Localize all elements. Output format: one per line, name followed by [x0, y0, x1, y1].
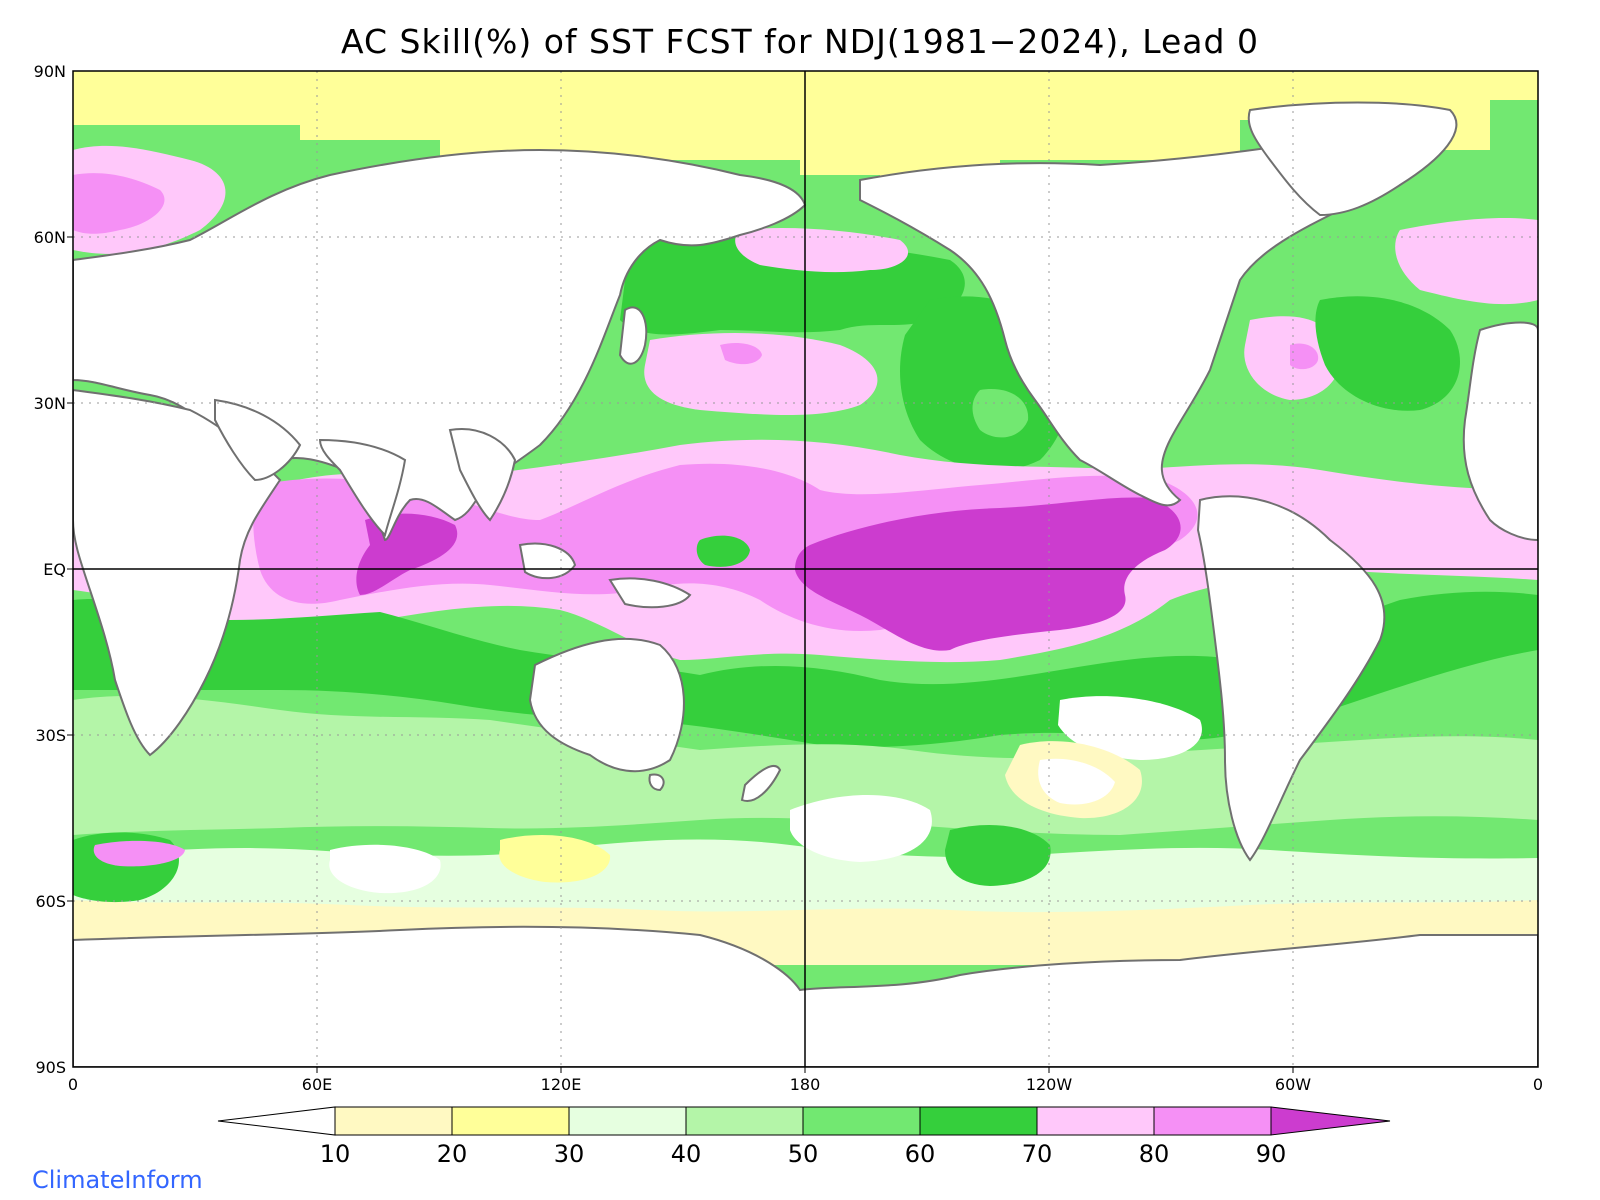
lon-label: 0 [68, 1075, 78, 1094]
eq-pacific-green-tongue [696, 535, 750, 567]
colorbar-bin [568, 1106, 687, 1136]
south-pacific-white-2 [1038, 758, 1115, 805]
new-guinea-land [608, 577, 692, 609]
colorbar-label: 10 [320, 1140, 351, 1168]
lat-label: 30S [35, 726, 66, 745]
lon-label: 60W [1275, 1075, 1311, 1094]
greenland-land [1247, 101, 1458, 217]
lon-labels: 0 60E 120E 180 120W 60W 0 [68, 1075, 1543, 1094]
so-magenta-patch [93, 840, 185, 867]
colorbar-label: 50 [788, 1140, 819, 1168]
map-title: AC Skill(%) of SST FCST for NDJ(1981−202… [341, 22, 1259, 61]
lat-label: 30N [34, 394, 66, 413]
lon-label: 120W [1026, 1075, 1073, 1094]
europe-west-land [1462, 321, 1538, 542]
eq-pacific-max [795, 497, 1181, 651]
skill-field [73, 71, 1538, 1067]
lon-label: 60E [302, 1075, 332, 1094]
north-america-land [859, 138, 1359, 507]
south-america-land [1196, 495, 1386, 862]
credit-text: ClimateInform [32, 1166, 203, 1194]
lat-label: 60S [35, 892, 66, 911]
subpolar-atlantic-80 [1395, 218, 1538, 305]
colorbar-label: 70 [1022, 1140, 1053, 1168]
colorbar-bin [334, 1106, 453, 1136]
lat-label: 90S [35, 1058, 66, 1077]
japan-land [618, 306, 648, 365]
se-asia-land [448, 428, 517, 522]
ne-pacific-inner-60 [972, 389, 1029, 438]
arabia-land [214, 398, 302, 482]
colorbar-high-arrow [1270, 1106, 1391, 1136]
south-pacific-white-1 [1058, 696, 1202, 760]
colorbar-label: 90 [1256, 1140, 1287, 1168]
indian-ocean-max [356, 513, 458, 595]
atlantic-pink-dot [1290, 343, 1319, 370]
norwegian-sea-90 [73, 173, 165, 234]
lat-label: 90N [34, 62, 66, 81]
colorbar-labels: 10 20 30 40 50 60 70 80 90 [320, 1140, 1287, 1168]
colorbar-bin [1153, 1106, 1272, 1136]
lon-label: 120E [541, 1075, 582, 1094]
colorbar-label: 40 [671, 1140, 702, 1168]
n-atlantic-70 [1315, 296, 1460, 411]
tasmania-land [648, 773, 665, 792]
lon-label: 180 [790, 1075, 821, 1094]
south-indian-yellow [499, 835, 611, 883]
colorbar-bin [919, 1106, 1038, 1136]
axis-ticks [67, 236, 1294, 1073]
colorbar-low-arrow [217, 1106, 336, 1136]
colorbar-label: 20 [437, 1140, 468, 1168]
colorbar-label: 80 [1139, 1140, 1170, 1168]
south-pacific-white-3 [790, 795, 932, 862]
n-pacific-80-west [735, 228, 909, 273]
colorbar-bin [1036, 1106, 1155, 1136]
india-land [318, 438, 407, 537]
new-zealand-land [740, 765, 782, 802]
lat-label: 60N [34, 228, 66, 247]
colorbar-label: 60 [905, 1140, 936, 1168]
n-pacific-center-90 [720, 343, 762, 365]
colorbar-label: 30 [554, 1140, 585, 1168]
colorbar-bin [685, 1106, 804, 1136]
lat-labels: 90N 60N 30N EQ 30S 60S 90S [34, 62, 66, 1077]
colorbar [217, 1106, 1391, 1136]
so-pacific-70 [945, 825, 1051, 886]
colorbar-bin [802, 1106, 921, 1136]
lon-label: 0 [1533, 1075, 1543, 1094]
south-indian-white [329, 844, 441, 894]
colorbar-bin [451, 1106, 570, 1136]
lat-label: EQ [43, 560, 66, 579]
n-pacific-center-80 [644, 333, 878, 415]
australia-land [528, 637, 685, 773]
